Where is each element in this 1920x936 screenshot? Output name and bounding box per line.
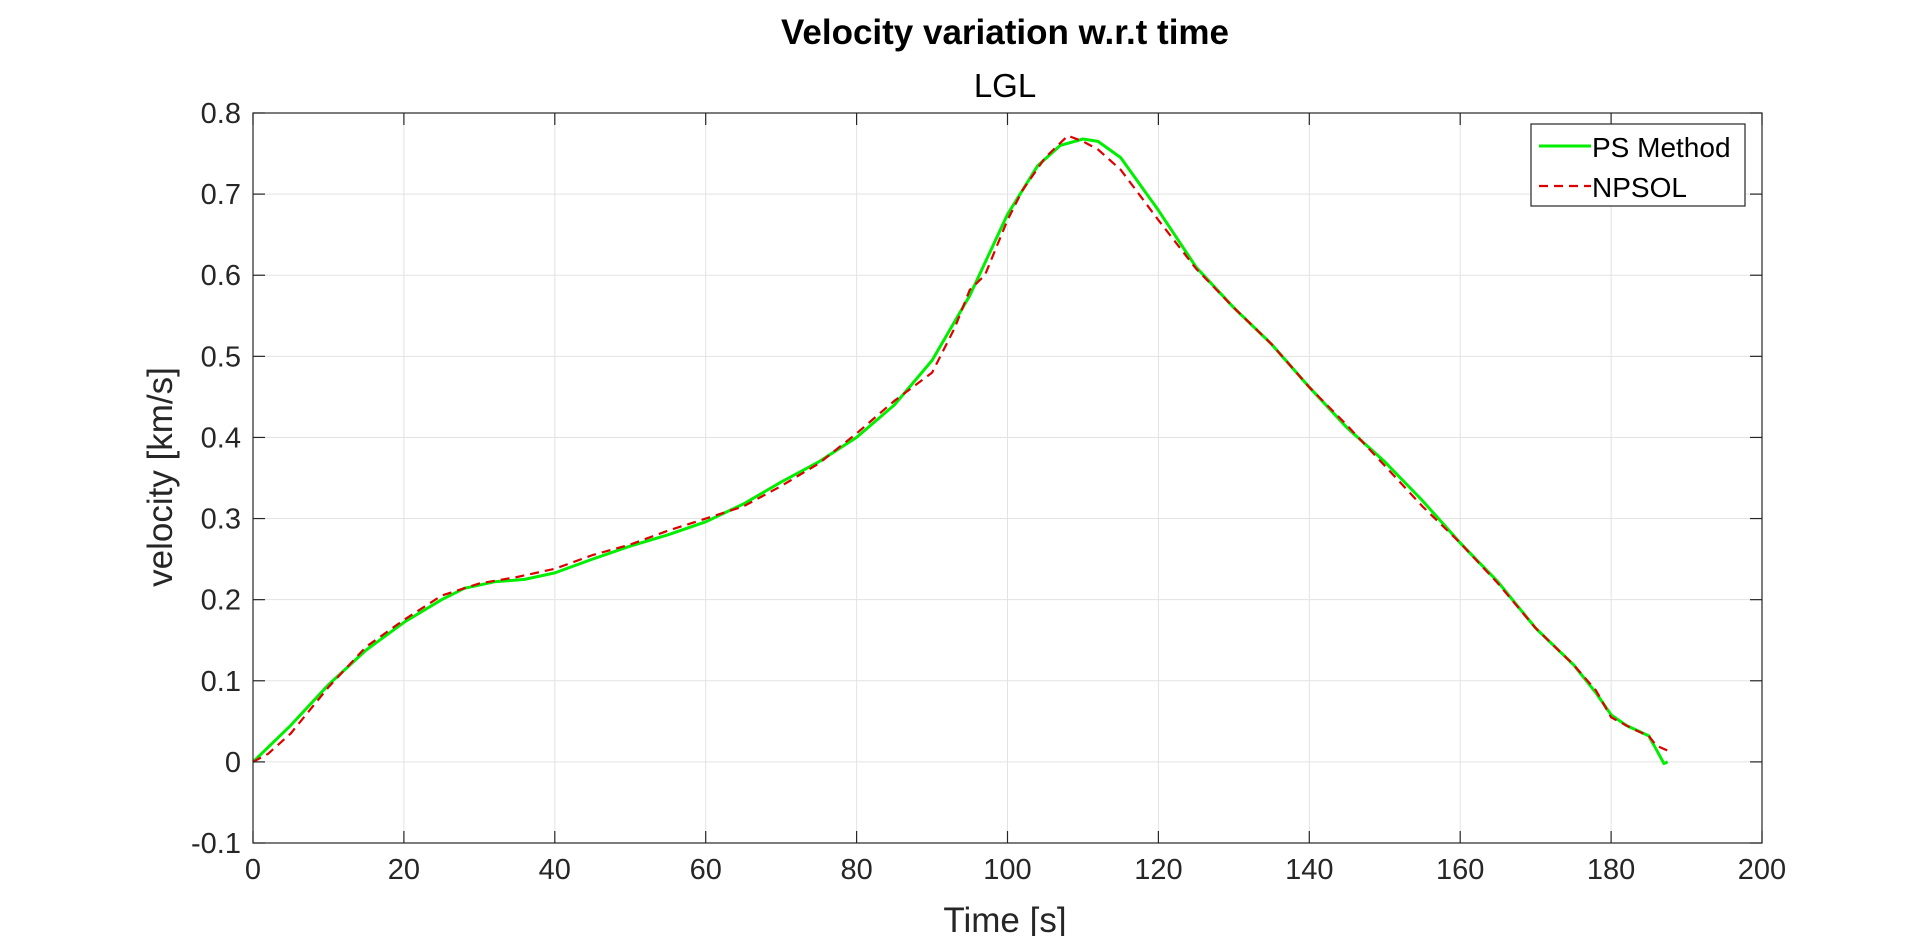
chart-subtitle: LGL bbox=[974, 67, 1036, 104]
legend: PS Method NPSOL bbox=[1530, 123, 1746, 207]
x-tick-label: 60 bbox=[690, 854, 722, 886]
y-tick-label: -0.1 bbox=[191, 828, 241, 860]
x-tick-label: 180 bbox=[1587, 854, 1635, 886]
legend-box bbox=[1530, 123, 1746, 207]
legend-label-ps-method: PS Method bbox=[1592, 132, 1731, 163]
grid-lines bbox=[252, 112, 1763, 844]
x-tick-label: 160 bbox=[1436, 854, 1484, 886]
x-axis-label: Time [s] bbox=[943, 901, 1066, 936]
y-axis-ticks: -0.1 0 0.1 0.2 0.3 0.4 0.5 0.6 0.7 0.8 bbox=[191, 98, 1762, 860]
y-tick-label: 0.3 bbox=[201, 504, 241, 536]
x-tick-label: 200 bbox=[1738, 854, 1786, 886]
y-tick-label: 0.6 bbox=[201, 260, 241, 292]
y-tick-label: 0 bbox=[225, 747, 241, 779]
chart-title: Velocity variation w.r.t time bbox=[781, 13, 1229, 52]
y-tick-label: 0.7 bbox=[201, 179, 241, 211]
plot-lines bbox=[251, 134, 1672, 765]
y-tick-label: 0.1 bbox=[201, 666, 241, 698]
x-tick-label: 80 bbox=[840, 854, 872, 886]
y-tick-label: 0.5 bbox=[201, 341, 241, 373]
x-tick-label: 20 bbox=[388, 854, 420, 886]
x-tick-label: 40 bbox=[539, 854, 571, 886]
x-axis-ticks: 0 20 40 60 80 100 120 140 160 180 200 bbox=[245, 113, 1786, 886]
series-line-npsol bbox=[252, 134, 1672, 763]
x-tick-label: 100 bbox=[983, 854, 1031, 886]
x-tick-label: 120 bbox=[1134, 854, 1182, 886]
y-tick-label: 0.8 bbox=[201, 98, 241, 130]
y-tick-label: 0.2 bbox=[201, 585, 241, 617]
y-tick-label: 0.4 bbox=[201, 422, 241, 454]
x-tick-label: 0 bbox=[245, 854, 261, 886]
series-line-ps-method bbox=[251, 137, 1669, 765]
x-tick-label: 140 bbox=[1285, 854, 1333, 886]
legend-label-npsol: NPSOL bbox=[1592, 172, 1687, 203]
y-axis-label: velocity [km/s] bbox=[141, 367, 180, 587]
